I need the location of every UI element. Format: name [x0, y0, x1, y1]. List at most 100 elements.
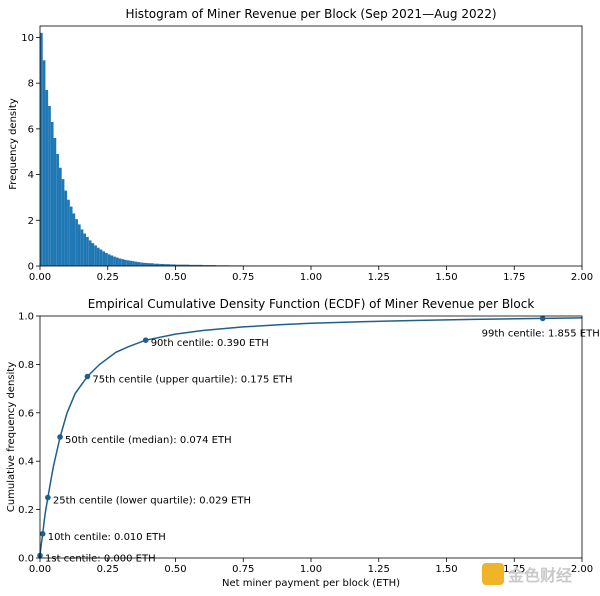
histogram-bar — [94, 245, 97, 266]
histogram-bar — [88, 240, 92, 266]
ecdf-x-tick-label: 1.75 — [503, 564, 525, 575]
ecdf-x-tick-label: 0.00 — [29, 564, 51, 575]
watermark-logo-icon — [482, 563, 504, 585]
ecdf-centile-point — [539, 315, 546, 322]
histogram-bar — [77, 224, 81, 266]
histogram-bar — [53, 138, 57, 266]
histogram-bar — [105, 252, 108, 266]
histogram-bar — [56, 154, 59, 266]
ecdf-chart: Empirical Cumulative Density Function (E… — [6, 297, 600, 589]
histogram-bar — [126, 260, 130, 266]
ecdf-y-tick-label: 1.0 — [18, 312, 34, 323]
ecdf-y-ticks: 0.0 0.2 0.4 0.6 0.8 1.0 — [18, 312, 40, 565]
histogram-bar — [48, 106, 51, 266]
histogram-bar — [67, 199, 70, 266]
histogram-bar — [42, 60, 46, 267]
ecdf-centile-annotation: 90th centile: 0.390 ETH — [151, 338, 269, 349]
histogram-x-tick-label: 1.25 — [368, 272, 390, 283]
ecdf-centile-points: 1st centile: 0.000 ETH 10th centile: 0.01… — [37, 315, 600, 565]
histogram-y-tick-label: 6 — [28, 124, 34, 135]
ecdf-centile-annotation: 25th centile (lower quartile): 0.029 ETH — [53, 496, 251, 507]
histogram-bar — [96, 247, 100, 266]
histogram-x-tick-label: 1.50 — [435, 272, 457, 283]
histogram-bar — [134, 261, 138, 266]
histogram-bar — [129, 260, 133, 266]
ecdf-y-tick-label: 0.4 — [18, 457, 34, 468]
histogram-bar — [121, 259, 125, 266]
ecdf-centile-annotation: 75th centile (upper quartile): 0.175 ETH — [92, 375, 292, 386]
histogram-x-tick-label: 2.00 — [571, 272, 593, 283]
histogram-bar — [118, 258, 122, 266]
histogram-bar — [91, 243, 95, 266]
watermark-text: 金色财经 — [507, 566, 572, 585]
histogram-bar — [113, 256, 116, 266]
ecdf-x-tick-label: 0.25 — [97, 564, 119, 575]
ecdf-centile-annotation: 10th centile: 0.010 ETH — [48, 532, 166, 543]
histogram-x-tick-label: 0.25 — [97, 272, 119, 283]
histogram-chart: Histogram of Miner Revenue per Block (Se… — [8, 7, 593, 283]
histogram-bar — [86, 236, 89, 266]
histogram-x-ticks: 0.00 0.25 0.50 0.75 1.00 1.25 1.50 1.75 2.00 — [29, 266, 593, 283]
histogram-y-tick-label: 10 — [21, 33, 34, 44]
histogram-bar — [164, 264, 171, 266]
ecdf-x-tick-label: 1.25 — [368, 564, 390, 575]
ecdf-y-tick-label: 0.0 — [18, 554, 34, 565]
histogram-bar — [58, 167, 62, 266]
ecdf-plot-frame — [39, 315, 583, 559]
histogram-x-tick-label: 0.50 — [164, 272, 186, 283]
histogram-bar — [64, 190, 68, 266]
histogram-bar — [202, 265, 217, 266]
histogram-y-axis-label: Frequency density — [8, 98, 19, 190]
histogram-bar — [148, 263, 154, 266]
ecdf-centile-point — [39, 531, 46, 537]
ecdf-x-tick-label: 0.75 — [232, 564, 254, 575]
histogram-bar — [124, 259, 127, 266]
ecdf-centile-point — [57, 434, 63, 440]
histogram-y-tick-label: 0 — [28, 262, 34, 273]
histogram-bar — [102, 251, 106, 266]
watermark: 金色财经 — [482, 563, 572, 585]
histogram-x-tick-label: 0.75 — [232, 272, 254, 283]
histogram-y-tick-label: 2 — [28, 216, 34, 227]
histogram-bar — [137, 262, 141, 266]
histogram-bar — [115, 257, 119, 266]
histogram-x-tick-label: 1.00 — [300, 272, 322, 283]
ecdf-x-tick-label: 2.00 — [571, 564, 593, 575]
histogram-bars — [40, 32, 314, 267]
histogram-y-ticks: 0 2 4 6 8 10 — [21, 33, 40, 273]
ecdf-centile-point — [84, 373, 91, 380]
histogram-bar — [99, 249, 103, 266]
histogram-bar — [110, 255, 114, 266]
ecdf-y-tick-label: 0.6 — [18, 408, 34, 419]
histogram-bar — [142, 262, 146, 266]
histogram-x-tick-label: 0.00 — [29, 272, 51, 283]
histogram-bar — [61, 179, 65, 266]
histogram-bar — [75, 219, 78, 266]
histogram-bar — [80, 229, 84, 266]
histogram-bar — [50, 122, 54, 266]
ecdf-centile-point — [45, 494, 51, 501]
histogram-bar — [83, 233, 87, 266]
ecdf-centile-point — [142, 337, 149, 344]
ecdf-y-axis-label: Cumulative frequency density — [6, 362, 17, 512]
histogram-plot-frame — [39, 25, 583, 267]
histogram-title: Histogram of Miner Revenue per Block (Se… — [125, 7, 496, 21]
ecdf-x-tick-label: 1.50 — [435, 564, 457, 575]
histogram-bar — [170, 264, 176, 266]
histogram-bar — [40, 32, 43, 266]
histogram-bar — [140, 262, 143, 266]
ecdf-centile-annotation: 1st centile: 0.000 ETH — [45, 554, 156, 565]
ecdf-curve — [39, 317, 583, 559]
ecdf-x-ticks: 0.00 0.25 0.50 0.75 1.00 1.25 1.50 1.75 2.00 — [29, 558, 593, 575]
histogram-bar — [145, 263, 149, 266]
histogram-x-tick-label: 1.75 — [503, 272, 525, 283]
ecdf-y-tick-label: 0.2 — [18, 505, 34, 516]
histogram-bar — [132, 261, 135, 266]
histogram-y-tick-label: 8 — [28, 79, 34, 90]
ecdf-x-axis-label: Net miner payment per block (ETH) — [222, 578, 400, 589]
ecdf-centile-annotation: 50th centile (median): 0.074 ETH — [65, 435, 232, 446]
histogram-bar — [45, 90, 49, 266]
histogram-bar — [159, 263, 165, 266]
histogram-bar — [175, 264, 190, 266]
